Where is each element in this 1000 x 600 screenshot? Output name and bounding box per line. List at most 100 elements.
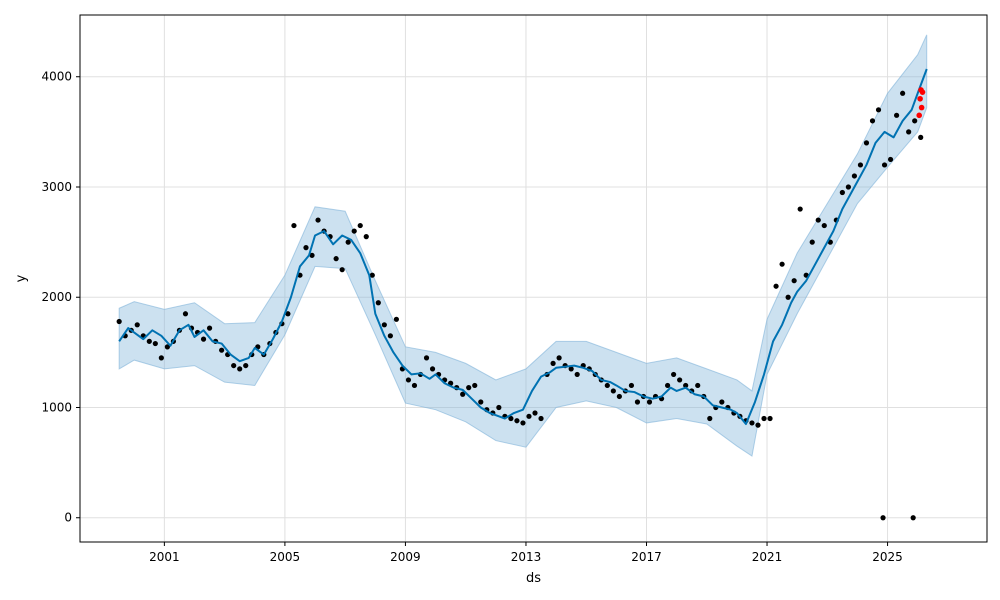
observed-point	[707, 415, 713, 422]
observed-point	[526, 413, 532, 419]
observed-point	[351, 228, 357, 234]
observed-point	[200, 336, 207, 342]
plot-frame	[79, 14, 988, 543]
observed-point	[357, 222, 363, 229]
observed-point	[906, 129, 912, 135]
observed-point	[881, 162, 888, 168]
observed-point	[315, 217, 321, 223]
observed-point	[671, 371, 677, 378]
highlight-point	[918, 104, 925, 111]
observed-point	[369, 272, 375, 278]
observed-point	[339, 267, 345, 273]
x-tick-label: 2005	[270, 550, 301, 564]
observed-point	[423, 355, 430, 361]
observed-point	[767, 415, 773, 422]
observed-point	[683, 382, 689, 389]
highlight-point	[919, 89, 926, 95]
y-axis-ticks: 0 1000 2000 3000 4000	[41, 70, 80, 525]
observed-point	[761, 415, 767, 422]
observed-point	[285, 311, 291, 317]
observed-point	[755, 422, 761, 428]
observed-point	[520, 420, 526, 426]
observed-point	[393, 316, 399, 322]
observed-point	[604, 382, 610, 389]
outlier-point	[910, 515, 916, 521]
x-tick-label: 2013	[511, 550, 542, 564]
x-tick-label: 2009	[390, 550, 421, 564]
outlier-point	[880, 515, 886, 521]
forecast-line	[118, 68, 928, 426]
observed-point	[616, 393, 622, 400]
x-axis-label: ds	[526, 571, 541, 586]
observed-point	[610, 388, 616, 394]
highlight-point	[917, 95, 923, 102]
observed-point	[634, 399, 641, 405]
observed-point	[773, 283, 779, 289]
observed-point	[243, 362, 249, 369]
y-tick-label: 4000	[41, 70, 72, 84]
observed-point	[381, 322, 387, 328]
observed-point	[887, 156, 894, 163]
uncertainty-band-layer	[118, 34, 928, 457]
uncertainty-band	[118, 34, 928, 457]
observed-point	[206, 325, 213, 331]
observed-point	[809, 239, 815, 245]
observed-point	[918, 134, 924, 140]
observed-point	[303, 245, 309, 251]
x-tick-label: 2017	[631, 550, 662, 564]
x-tick-label: 2001	[149, 550, 180, 564]
observed-point	[664, 382, 671, 389]
observed-point	[785, 294, 791, 300]
observed-point	[875, 107, 882, 113]
observed-point	[869, 118, 876, 124]
observed-point	[779, 261, 785, 267]
observed-point	[182, 311, 189, 317]
observed-point	[146, 338, 152, 344]
gridlines	[80, 15, 987, 542]
observed-point	[556, 355, 562, 361]
observed-point	[719, 399, 725, 405]
observed-point	[538, 415, 544, 422]
observed-point	[363, 234, 369, 240]
observed-point	[291, 222, 297, 229]
forecast-line-layer	[118, 68, 928, 426]
observed-point	[116, 318, 122, 325]
observed-point	[345, 239, 351, 245]
observed-point	[164, 344, 170, 350]
y-axis-label: y	[14, 274, 29, 282]
observed-point	[411, 382, 418, 389]
observed-point	[532, 410, 538, 416]
y-tick-label: 2000	[41, 290, 72, 304]
observed-point	[231, 362, 237, 369]
observed-point	[791, 278, 797, 284]
observed-point	[646, 399, 653, 405]
observed-point	[158, 355, 164, 361]
observed-point	[857, 162, 864, 168]
highlight-point	[916, 112, 923, 119]
observed-point	[797, 206, 803, 212]
observed-point	[900, 90, 906, 96]
observed-point	[821, 222, 827, 229]
observed-point	[839, 189, 845, 196]
x-axis-ticks: 2001 2005 2009 2013 2017 2021 2025	[149, 542, 903, 564]
observed-point	[466, 385, 472, 391]
observed-point	[845, 184, 851, 190]
observed-point	[405, 377, 412, 383]
observed-point	[237, 366, 243, 372]
y-tick-label: 0	[64, 511, 72, 525]
observed-point	[152, 340, 158, 347]
observed-point	[134, 322, 140, 328]
x-tick-label: 2025	[872, 550, 903, 564]
x-tick-label: 2021	[752, 550, 783, 564]
observed-point	[815, 217, 821, 223]
observed-point	[472, 382, 478, 389]
observed-point	[628, 382, 635, 389]
observed-point	[496, 404, 502, 411]
observed-point	[514, 418, 520, 424]
observed-point	[749, 420, 755, 426]
observed-point	[508, 415, 514, 422]
observed-point	[677, 377, 683, 383]
observed-point	[574, 371, 580, 378]
